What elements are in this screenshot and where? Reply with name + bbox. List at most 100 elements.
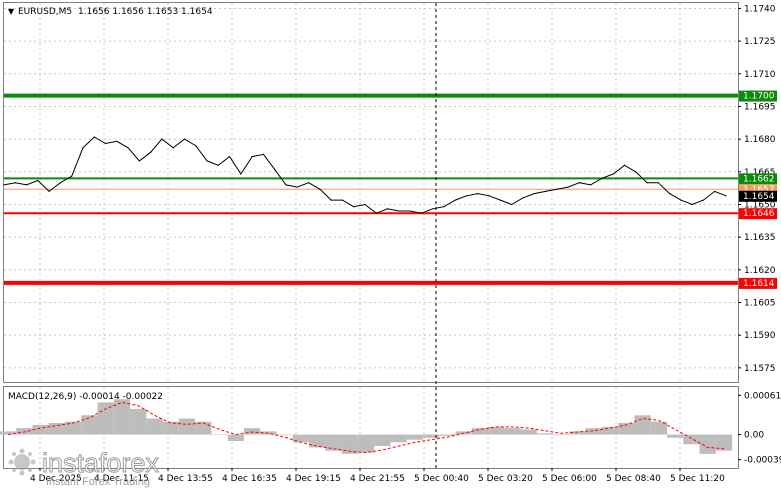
price-point (25, 184, 28, 186)
macd-bar (81, 415, 98, 435)
price-point (578, 182, 580, 184)
macd-bar (439, 434, 456, 436)
macd-tick-label: 0.00061 (744, 391, 781, 401)
price-point (150, 151, 152, 153)
price-point (725, 195, 727, 197)
price-point (635, 171, 637, 173)
price-point (48, 190, 50, 193)
price-point (556, 188, 558, 190)
price-tick-label: 1.1575 (744, 364, 776, 374)
price-point (104, 142, 107, 145)
time-tick-label: 5 Dec 06:00 (542, 474, 597, 484)
price-point (71, 175, 73, 177)
macd-bar (715, 434, 733, 451)
price-tag-label: 1.1614 (743, 279, 775, 289)
price-tag (739, 173, 777, 185)
time-axis: 4 Dec 2025 4 Dec 11:15 4 Dec 13:55 4 Dec 16… (30, 468, 725, 484)
watermark-brand: instaforex (42, 448, 160, 478)
price-point (702, 199, 705, 201)
price-tick-label: 1.1725 (744, 37, 776, 47)
price-tick-label: 1.1695 (744, 102, 776, 112)
price-tag (739, 90, 777, 102)
price-point (206, 160, 208, 162)
time-tick-label: 4 Dec 16:35 (222, 474, 277, 484)
macd-bar (699, 434, 716, 454)
price-point (499, 199, 501, 201)
price-point (353, 206, 355, 208)
macd-bar (618, 423, 635, 435)
macd-bar (650, 421, 668, 435)
price-tag (739, 208, 777, 220)
price-point (567, 186, 569, 188)
price-point (127, 147, 129, 149)
collapse-arrow-icon[interactable]: ▼ (8, 7, 15, 16)
price-tick-label: 1.1605 (744, 298, 776, 308)
price-point (544, 190, 547, 193)
instaforex-logo (8, 448, 36, 476)
time-tick-label: 5 Dec 03:20 (478, 474, 533, 484)
macd-bar (683, 434, 700, 445)
macd-series (0, 399, 733, 454)
price-point (229, 155, 231, 158)
price-point (364, 203, 366, 206)
macd-bar (130, 408, 147, 435)
price-point (477, 192, 479, 195)
macd-bar (390, 434, 407, 443)
price-point (274, 169, 276, 171)
price-point (657, 182, 659, 184)
macd-bar (16, 428, 33, 435)
price-point (590, 184, 592, 186)
price-tag-label: 1.1654 (743, 192, 775, 202)
price-point (93, 136, 95, 138)
price-tag (739, 184, 777, 196)
macd-bar (211, 434, 228, 436)
time-tick-label: 4 Dec 11:15 (94, 474, 149, 484)
price-tag-label: 1.1700 (743, 92, 775, 102)
macd-bar (471, 428, 489, 435)
price-point (465, 195, 468, 197)
price-point (409, 210, 411, 212)
price-point (172, 147, 174, 149)
macd-bar (146, 418, 163, 435)
macd-bar (292, 434, 310, 443)
price-point (714, 190, 716, 193)
price-point (601, 177, 603, 179)
macd-bar (406, 434, 423, 440)
price-point (420, 212, 423, 214)
price-point (398, 210, 400, 212)
price-point (59, 182, 62, 184)
price-tag-label: 1.1657 (743, 185, 775, 195)
macd-tick-label: -0.00039 (744, 456, 781, 466)
price-tag-label: 1.1646 (743, 209, 775, 219)
time-tick-label: 4 Dec 19:15 (286, 474, 341, 484)
time-tick-label: 4 Dec 2025 (30, 474, 82, 484)
macd-bar (488, 426, 505, 435)
price-point (522, 197, 524, 199)
price-tick-label: 1.1635 (744, 233, 776, 243)
price-point (375, 212, 377, 214)
price-point (668, 192, 671, 195)
price-axis: 1.17401.17251.17101.16951.16801.16651.16… (738, 4, 776, 374)
macd-bar (374, 434, 391, 447)
price-tag-label: 1.1662 (743, 174, 775, 184)
macd-bar (243, 428, 261, 435)
price-point (37, 179, 39, 182)
macd-bar (357, 434, 375, 453)
symbol-label: EURUSD,M5 (18, 7, 72, 17)
price-tick-label: 1.1665 (744, 168, 776, 178)
macd-bar (195, 421, 212, 435)
macd-bar (0, 431, 17, 435)
price-point (646, 182, 648, 184)
price-point (623, 164, 626, 166)
price-point (319, 188, 321, 190)
macd-bar (325, 434, 342, 451)
price-point (612, 173, 614, 175)
time-tick-label: 5 Dec 00:40 (414, 474, 469, 484)
macd-signal-line (7, 401, 725, 454)
macd-bar (422, 434, 440, 438)
price-point (296, 186, 298, 188)
price-panel[interactable] (3, 2, 739, 383)
macd-bar (553, 434, 570, 436)
price-point (161, 138, 163, 140)
